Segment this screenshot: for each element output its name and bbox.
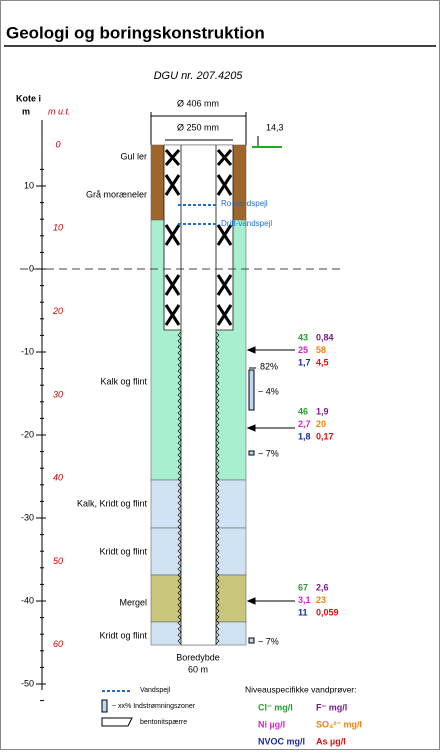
sample-value: 0,17: [316, 431, 334, 441]
elevation-tick-label: -40: [21, 595, 34, 605]
sample-value: 20: [316, 419, 326, 429]
sample-value: 67: [298, 582, 308, 592]
outer-diameter: Ø 406 mm: [177, 98, 219, 108]
depth-tick-label: 10: [53, 223, 63, 233]
legend-title: Niveauspecifikke vandprøver:: [245, 684, 357, 694]
inflow-box: [248, 637, 255, 644]
inflow-label: 82%: [260, 361, 278, 371]
depth: 60 m: [188, 664, 208, 674]
legend-bentonite: [101, 717, 133, 727]
elevation-tick-label: -10: [21, 346, 34, 356]
sample-value: 1,9: [316, 406, 329, 416]
layers: [150, 144, 247, 646]
depth-tick-label: 0: [55, 139, 60, 149]
sample-value: 23: [316, 595, 326, 605]
sample-arrows: [246, 346, 295, 605]
inflow-box: [248, 450, 255, 456]
elevation-tick-label: -50: [21, 678, 34, 688]
layer-label: Kalk og flint: [100, 376, 147, 386]
inflow-label: ~ 7%: [258, 448, 279, 458]
water-level-label: Drift-vandspejl: [221, 219, 272, 228]
sample-value: 25: [298, 345, 308, 355]
sample-value: 2,6: [316, 582, 329, 592]
well-id: DGU nr. 207.4205: [154, 70, 244, 82]
elevation-tick-label: -20: [21, 429, 34, 439]
elevation-tick-label: 10: [24, 180, 34, 190]
legend-inflow: [101, 699, 108, 713]
inflow-label: ~ 4%: [258, 386, 279, 396]
legend-label: bentonitspærre: [140, 719, 187, 726]
legend-unit: SO₄²⁻ mg/l: [316, 719, 362, 729]
title: Geologi og boringskonstruktion: [6, 23, 265, 42]
legend-unit: F⁻ mg/l: [316, 702, 347, 712]
legend-unit: Ni µg/l: [258, 719, 285, 729]
sample-value: 3,1: [298, 595, 311, 605]
sample-value: 43: [298, 332, 308, 342]
legend-unit: As µg/l: [316, 736, 346, 746]
layer-label: Kalk, Kridt og flint: [77, 498, 148, 508]
elevation: 14,3: [266, 122, 284, 132]
sample-value: 1,8: [298, 431, 311, 441]
legend-unit: Cl⁻ mg/l: [258, 702, 293, 712]
layer-label: Gul ler: [120, 151, 147, 161]
sample-value: 0,84: [316, 332, 334, 342]
sample-value: 1,7: [298, 357, 311, 367]
layer-label: Grå moræneler: [86, 189, 147, 199]
depth-label: Boredybde: [176, 652, 220, 662]
elevation-tick-label: 0: [29, 263, 34, 273]
axis-title: m: [22, 106, 30, 116]
inflow-label: ~ 7%: [258, 636, 279, 646]
depth-tick-label: 30: [53, 389, 63, 399]
sample-value: 11: [298, 607, 308, 617]
legend-label: Vandspejl: [140, 687, 171, 694]
depth-tick-label: 50: [53, 556, 63, 566]
water-level-label: Ro-vandspejl: [221, 199, 268, 208]
depth-tick-label: 40: [53, 473, 63, 483]
sample-value: 4,5: [316, 357, 329, 367]
depth-title: m u.t.: [48, 106, 71, 116]
legend-unit: NVOC mg/l: [258, 736, 305, 746]
inner-diameter: Ø 250 mm: [177, 122, 219, 132]
axis-title: Kote i: [16, 93, 41, 103]
sample-value: 46: [298, 406, 308, 416]
layer-label: Kridt og flint: [99, 546, 147, 556]
sample-value: 0,059: [316, 607, 339, 617]
inflow-box: [248, 369, 255, 411]
sample-value: 2,7: [298, 419, 311, 429]
samples: 43 0,84 25 58 1,7 4,5 46 1,9 2,7 20 1,8 0,17 67 2,6 3,…: [298, 332, 339, 617]
elevation-tick-label: -30: [21, 512, 34, 522]
layer-label: Kridt og flint: [99, 630, 147, 640]
sample-value: 58: [316, 345, 326, 355]
depth-tick-label: 20: [52, 306, 63, 316]
legend-label: ~ xx% Indstrømningszoner: [112, 703, 196, 710]
depth-tick-label: 60: [53, 639, 63, 649]
layer-label: Mergel: [119, 597, 147, 607]
